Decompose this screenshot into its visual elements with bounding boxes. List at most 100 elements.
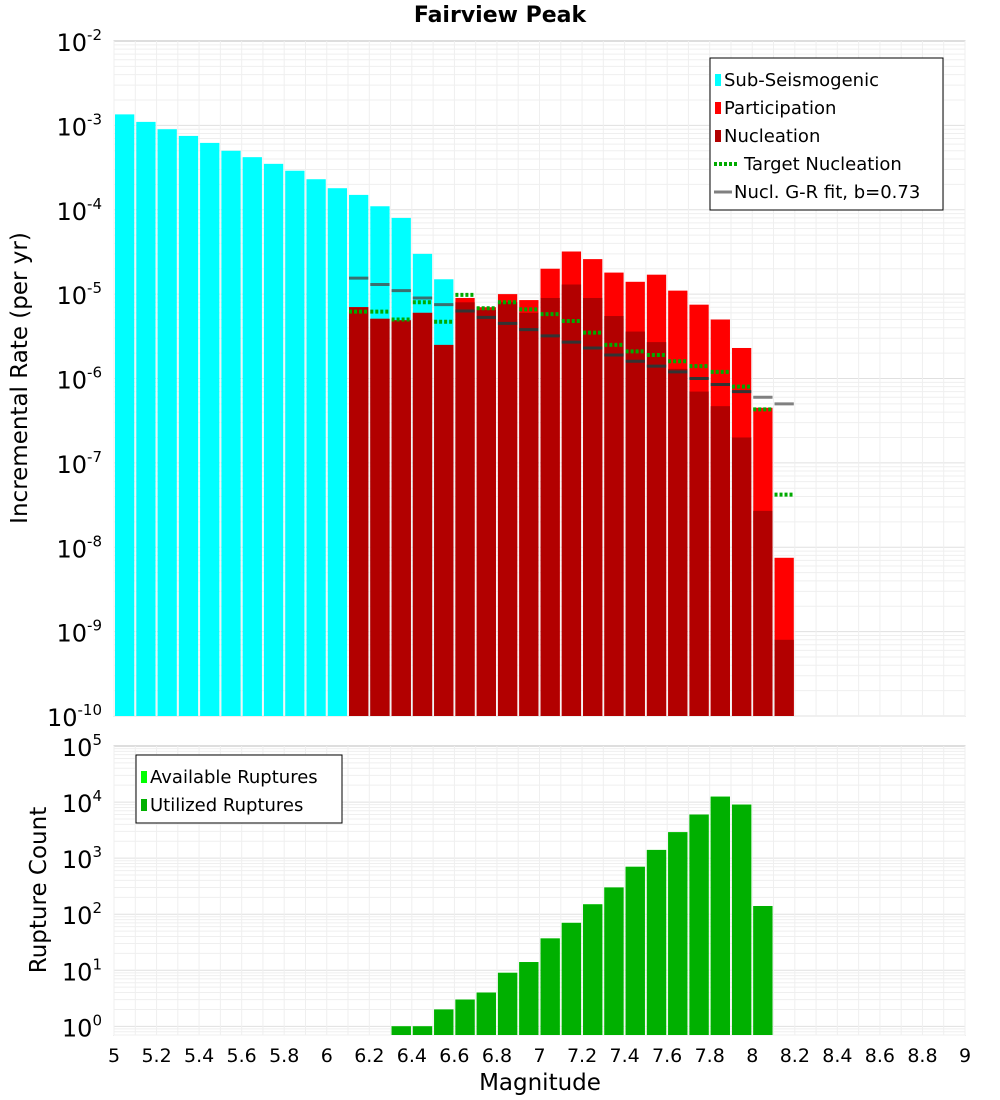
utilized-ruptures-bar (476, 992, 496, 1035)
x-tick-label: 5.8 (269, 1045, 299, 1067)
y-tick-label: 102 (62, 899, 102, 930)
y-tick-label: 10-5 (56, 279, 102, 310)
utilized-ruptures-bar (497, 972, 518, 1035)
utilized-ruptures-bar (455, 999, 475, 1035)
y-tick-label: 10-9 (56, 617, 102, 648)
bottom-bars (391, 796, 773, 1035)
sub-seismogenic-bar (263, 163, 284, 717)
nucleation-bar (625, 331, 645, 716)
y-tick-exponent: -4 (87, 195, 102, 213)
nucleation-bar (434, 344, 454, 716)
nucleation-bar (455, 302, 475, 716)
nucleation-bar (689, 391, 709, 716)
legend-box (135, 754, 343, 824)
y-tick-label: 10-6 (56, 364, 102, 395)
y-tick-label: 10-10 (47, 701, 102, 732)
x-tick-label: 7.8 (695, 1045, 725, 1067)
nucleation-bar (583, 297, 603, 716)
y-tick-base: 10 (56, 198, 87, 226)
utilized-ruptures-bar (689, 814, 709, 1035)
nucleation-bar (412, 312, 433, 716)
x-tick-label: 8 (746, 1045, 758, 1067)
x-tick-label: 9 (959, 1045, 971, 1067)
x-tick-label: 6.6 (439, 1045, 469, 1067)
y-tick-exponent: 1 (92, 955, 102, 973)
y-tick-base: 10 (56, 535, 87, 563)
nucleation-bar (561, 284, 582, 716)
y-tick-exponent: 0 (92, 1011, 102, 1029)
x-tick-label: 6.8 (482, 1045, 512, 1067)
nucleation-bar (731, 437, 752, 716)
y-tick-base: 10 (62, 846, 93, 874)
y-tick-exponent: -5 (87, 279, 102, 297)
y-tick-base: 10 (62, 958, 93, 986)
sub-seismogenic-bar (115, 114, 135, 716)
nucleation-bar (646, 342, 667, 716)
legend-label: Nucl. G-R fit, b=0.73 (734, 182, 920, 203)
nucleation-bar (753, 510, 773, 716)
y-tick-exponent: -2 (87, 26, 102, 44)
y-tick-base: 10 (47, 704, 78, 732)
x-axis-label: Magnitude (479, 1070, 601, 1096)
legend-label: Participation (724, 98, 836, 119)
x-tick-label: 5.6 (227, 1045, 257, 1067)
nucleation-bar (604, 316, 624, 716)
y-tick-base: 10 (56, 367, 87, 395)
legend-box (709, 57, 944, 211)
y-tick-label: 10-7 (56, 448, 102, 479)
y-tick-exponent: 2 (92, 899, 102, 917)
nucleation-bar (391, 320, 411, 716)
top-y-axis-label: Incremental Rate (per yr) (7, 232, 33, 524)
legend-swatch (715, 130, 721, 142)
x-tick-label: 5.2 (141, 1045, 171, 1067)
chart-title: Fairview Peak (414, 3, 588, 28)
utilized-ruptures-bar (434, 1009, 454, 1035)
utilized-ruptures-bar (519, 962, 539, 1035)
y-tick-exponent: -10 (78, 701, 103, 719)
y-tick-exponent: -3 (87, 110, 102, 128)
sub-seismogenic-bar (285, 170, 305, 716)
y-tick-base: 10 (56, 113, 87, 141)
utilized-ruptures-bar (412, 1026, 433, 1035)
legend-swatch (715, 74, 721, 86)
x-tick-label: 7 (533, 1045, 545, 1067)
y-tick-base: 10 (62, 790, 93, 818)
top-lines (349, 276, 794, 497)
nucleation-bar (540, 297, 560, 716)
y-tick-exponent: -9 (87, 617, 102, 635)
y-tick-label: 10-2 (56, 26, 102, 57)
sub-seismogenic-bar (157, 129, 177, 717)
utilized-ruptures-bar (668, 832, 688, 1035)
utilized-ruptures-bar (731, 804, 752, 1035)
utilized-ruptures-bar (604, 887, 624, 1035)
x-tick-label: 7.4 (609, 1045, 639, 1067)
nucleation-bar (668, 368, 688, 716)
y-tick-base: 10 (56, 282, 87, 310)
legend-swatch (141, 799, 147, 811)
x-tick-label: 6.4 (397, 1045, 427, 1067)
legend-label: Utilized Ruptures (150, 795, 303, 816)
nucleation-bar (349, 307, 369, 716)
y-tick-exponent: 5 (92, 731, 102, 749)
y-tick-base: 10 (56, 620, 87, 648)
y-tick-exponent: -8 (87, 532, 102, 550)
sub-seismogenic-bar (178, 135, 199, 717)
bottom-legend: Available Ruptures Utilized Ruptures (135, 754, 343, 824)
legend-label: Nucleation (724, 126, 820, 147)
x-tick-label: 8.2 (780, 1045, 810, 1067)
sub-seismogenic-bar (242, 157, 262, 717)
x-tick-label: 7.2 (567, 1045, 597, 1067)
y-tick-base: 10 (56, 29, 87, 57)
y-tick-label: 10-8 (56, 532, 102, 563)
x-tick-label: 5 (108, 1045, 120, 1067)
y-tick-label: 10-3 (56, 110, 102, 141)
utilized-ruptures-bar (625, 866, 645, 1035)
sub-seismogenic-bar (136, 121, 156, 716)
y-tick-label: 105 (62, 731, 102, 762)
sub-seismogenic-bar (327, 188, 348, 717)
x-tick-labels: 5 5.2 5.4 5.6 5.8 6 6.2 6.4 6.6 6.8 7 7.2 7.4 7.6 7.8 8… (108, 1045, 971, 1067)
nucleation-bar (476, 309, 496, 716)
x-tick-label: 8.4 (822, 1045, 852, 1067)
legend-label: Available Ruptures (150, 767, 318, 788)
